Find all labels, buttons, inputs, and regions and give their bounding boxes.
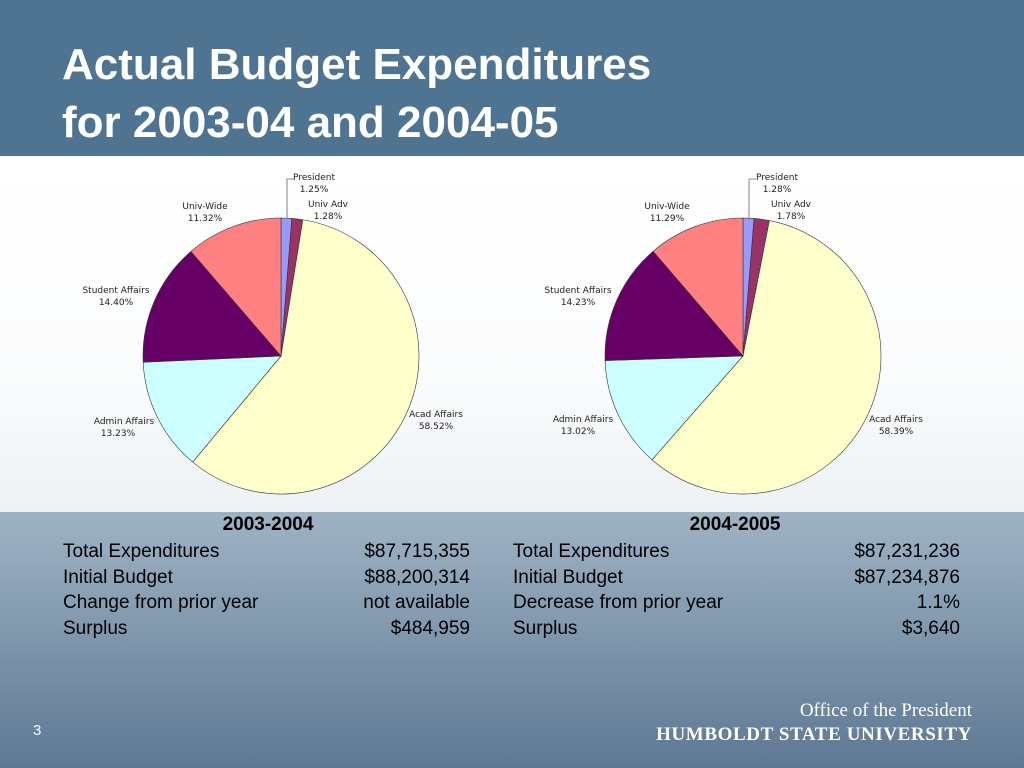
table-row: Initial Budget $87,234,876 (513, 565, 960, 591)
slice-category-label: Univ Adv (771, 200, 812, 210)
row-value: 1.1% (916, 592, 960, 613)
year-heading-2004-05: 2004-2005 (689, 514, 781, 535)
row-value: not available (363, 592, 470, 613)
page-number: 3 (33, 722, 42, 739)
slice-category-label: Univ-Wide (644, 202, 690, 212)
slice-category-label: Univ-Wide (182, 202, 228, 212)
slice-value-label: 11.29% (650, 214, 685, 224)
slice-category-label: Admin Affairs (553, 415, 614, 425)
pie-charts: President 1.25% Univ Adv 1.28% Acad Affairs 5… (82, 173, 923, 495)
row-value: $87,234,876 (854, 566, 960, 588)
row-label: Total Expenditures (63, 541, 220, 562)
slice-value-label: 1.78% (777, 212, 806, 222)
pie-slice-acad-affairs (651, 220, 882, 495)
slice-value-label: 14.23% (561, 298, 596, 308)
table-row: Decrease from prior year 1.1% (513, 590, 960, 616)
slice-category-label: Student Affairs (82, 286, 149, 296)
row-label: Total Expenditures (513, 541, 670, 562)
label-leader-line (286, 178, 294, 218)
row-label: Initial Budget (63, 566, 173, 588)
slice-value-label: 13.23% (101, 429, 136, 439)
row-value: $3,640 (901, 617, 960, 639)
table-row: Total Expenditures $87,715,355 (63, 539, 470, 565)
slice-value-label: 13.02% (561, 427, 596, 437)
slice-category-label: Univ Adv (308, 200, 349, 210)
row-label: Decrease from prior year (513, 592, 724, 613)
slice-value-label: 58.52% (419, 422, 454, 432)
pie-slice-univ-wide (652, 217, 744, 357)
table-row: Surplus $3,640 (513, 616, 960, 642)
slice-value-label: 1.28% (314, 212, 343, 222)
slice-value-label: 14.40% (99, 298, 134, 308)
slice-category-label: Student Affairs (544, 286, 611, 296)
year-heading-2003-04: 2003-2004 (222, 514, 314, 535)
slice-category-label: Acad Affairs (869, 415, 923, 425)
slice-category-label: Acad Affairs (409, 410, 463, 420)
row-label: Surplus (63, 617, 128, 639)
slide-title: Actual Budget Expenditures for 2003-04 a… (62, 36, 651, 152)
slice-value-label: 11.32% (188, 214, 223, 224)
slice-category-label: President (756, 173, 798, 183)
pie-slice-acad-affairs (192, 219, 420, 495)
row-label: Change from prior year (63, 592, 259, 613)
row-value: $87,231,236 (854, 541, 960, 562)
pie-chart-2003-04: President 1.25% Univ Adv 1.28% Acad Affairs 5… (82, 173, 463, 495)
label-leader-line (748, 178, 756, 218)
row-value: $87,715,355 (364, 541, 470, 562)
office-logo-text: Office of the President (799, 700, 972, 721)
pie-slice-student-affairs (142, 251, 282, 363)
title-line-2: for 2003-04 and 2004-05 (62, 98, 559, 147)
table-row: Total Expenditures $87,231,236 (513, 539, 960, 565)
table-row: Surplus $484,959 (63, 616, 470, 642)
slice-value-label: 1.25% (300, 185, 329, 195)
pie-slice-student-affairs (604, 250, 744, 361)
pie-slice-admin-affairs (142, 355, 282, 463)
title-bar: Actual Budget Expenditures for 2003-04 a… (0, 0, 1024, 156)
table-row: Initial Budget $88,200,314 (63, 565, 470, 591)
pie-slice-admin-affairs (604, 355, 744, 461)
pie-chart-2004-05: President 1.28% Univ Adv 1.78% Acad Affairs 5… (544, 173, 923, 495)
slice-category-label: Admin Affairs (94, 417, 155, 427)
slice-category-label: President (293, 173, 335, 183)
slice-value-label: 58.39% (879, 427, 914, 437)
slice-value-label: 1.28% (763, 185, 792, 195)
row-label: Surplus (513, 617, 578, 639)
row-value: $484,959 (390, 617, 470, 639)
university-logo-text: HUMBOLDT STATE UNIVERSITY (656, 724, 972, 745)
summary-table-2004-05: Total Expenditures $87,231,236 Initial B… (513, 539, 960, 641)
table-row: Change from prior year not available (63, 590, 470, 616)
summary-table-2003-04: Total Expenditures $87,715,355 Initial B… (63, 539, 470, 641)
row-value: $88,200,314 (364, 566, 470, 588)
row-label: Initial Budget (513, 566, 623, 588)
pie-slice-univ-wide (190, 217, 282, 357)
title-line-1: Actual Budget Expenditures (62, 40, 652, 89)
